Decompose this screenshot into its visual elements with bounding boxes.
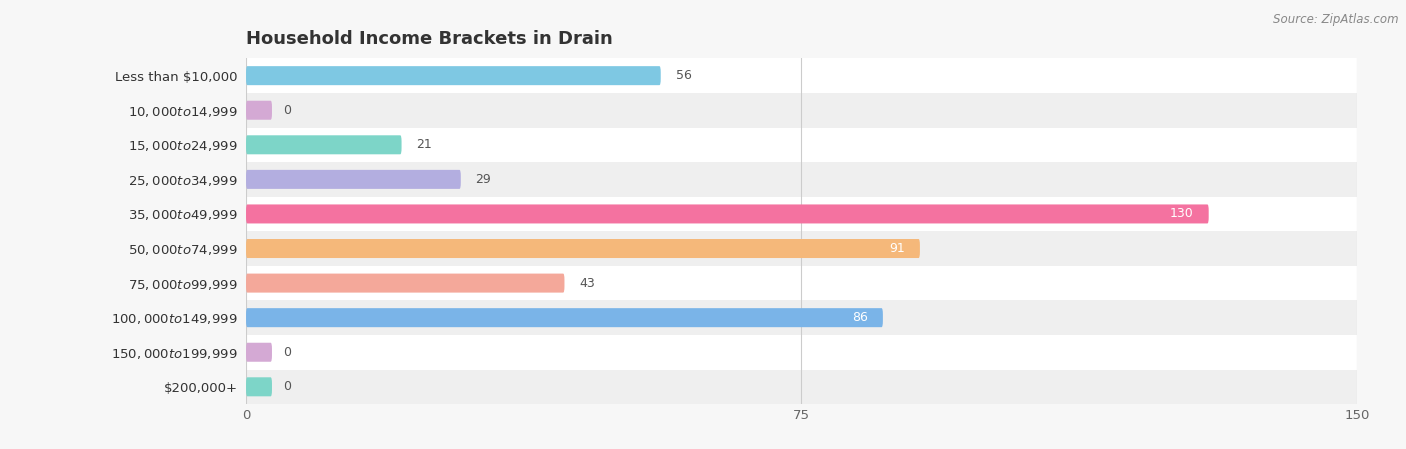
- Bar: [246, 128, 1357, 162]
- Bar: [246, 197, 1357, 231]
- Text: 56: 56: [675, 69, 692, 82]
- Text: Household Income Brackets in Drain: Household Income Brackets in Drain: [246, 31, 613, 48]
- FancyBboxPatch shape: [246, 308, 883, 327]
- Bar: [246, 300, 1357, 335]
- FancyBboxPatch shape: [246, 170, 461, 189]
- FancyBboxPatch shape: [246, 343, 271, 362]
- Bar: [246, 335, 1357, 370]
- Text: 130: 130: [1170, 207, 1194, 220]
- Text: 43: 43: [579, 277, 595, 290]
- Text: Source: ZipAtlas.com: Source: ZipAtlas.com: [1274, 13, 1399, 26]
- FancyBboxPatch shape: [246, 273, 564, 293]
- Text: 0: 0: [283, 380, 291, 393]
- Text: 86: 86: [852, 311, 868, 324]
- Bar: [246, 93, 1357, 128]
- Bar: [246, 370, 1357, 404]
- Text: 91: 91: [890, 242, 905, 255]
- Bar: [246, 58, 1357, 93]
- Text: 21: 21: [416, 138, 432, 151]
- Text: 29: 29: [475, 173, 491, 186]
- FancyBboxPatch shape: [246, 66, 661, 85]
- FancyBboxPatch shape: [246, 377, 271, 396]
- Bar: [246, 162, 1357, 197]
- FancyBboxPatch shape: [246, 101, 271, 120]
- Bar: [246, 266, 1357, 300]
- Bar: [246, 231, 1357, 266]
- FancyBboxPatch shape: [246, 204, 1209, 224]
- Text: 0: 0: [283, 104, 291, 117]
- FancyBboxPatch shape: [246, 135, 402, 154]
- Text: 0: 0: [283, 346, 291, 359]
- FancyBboxPatch shape: [246, 239, 920, 258]
